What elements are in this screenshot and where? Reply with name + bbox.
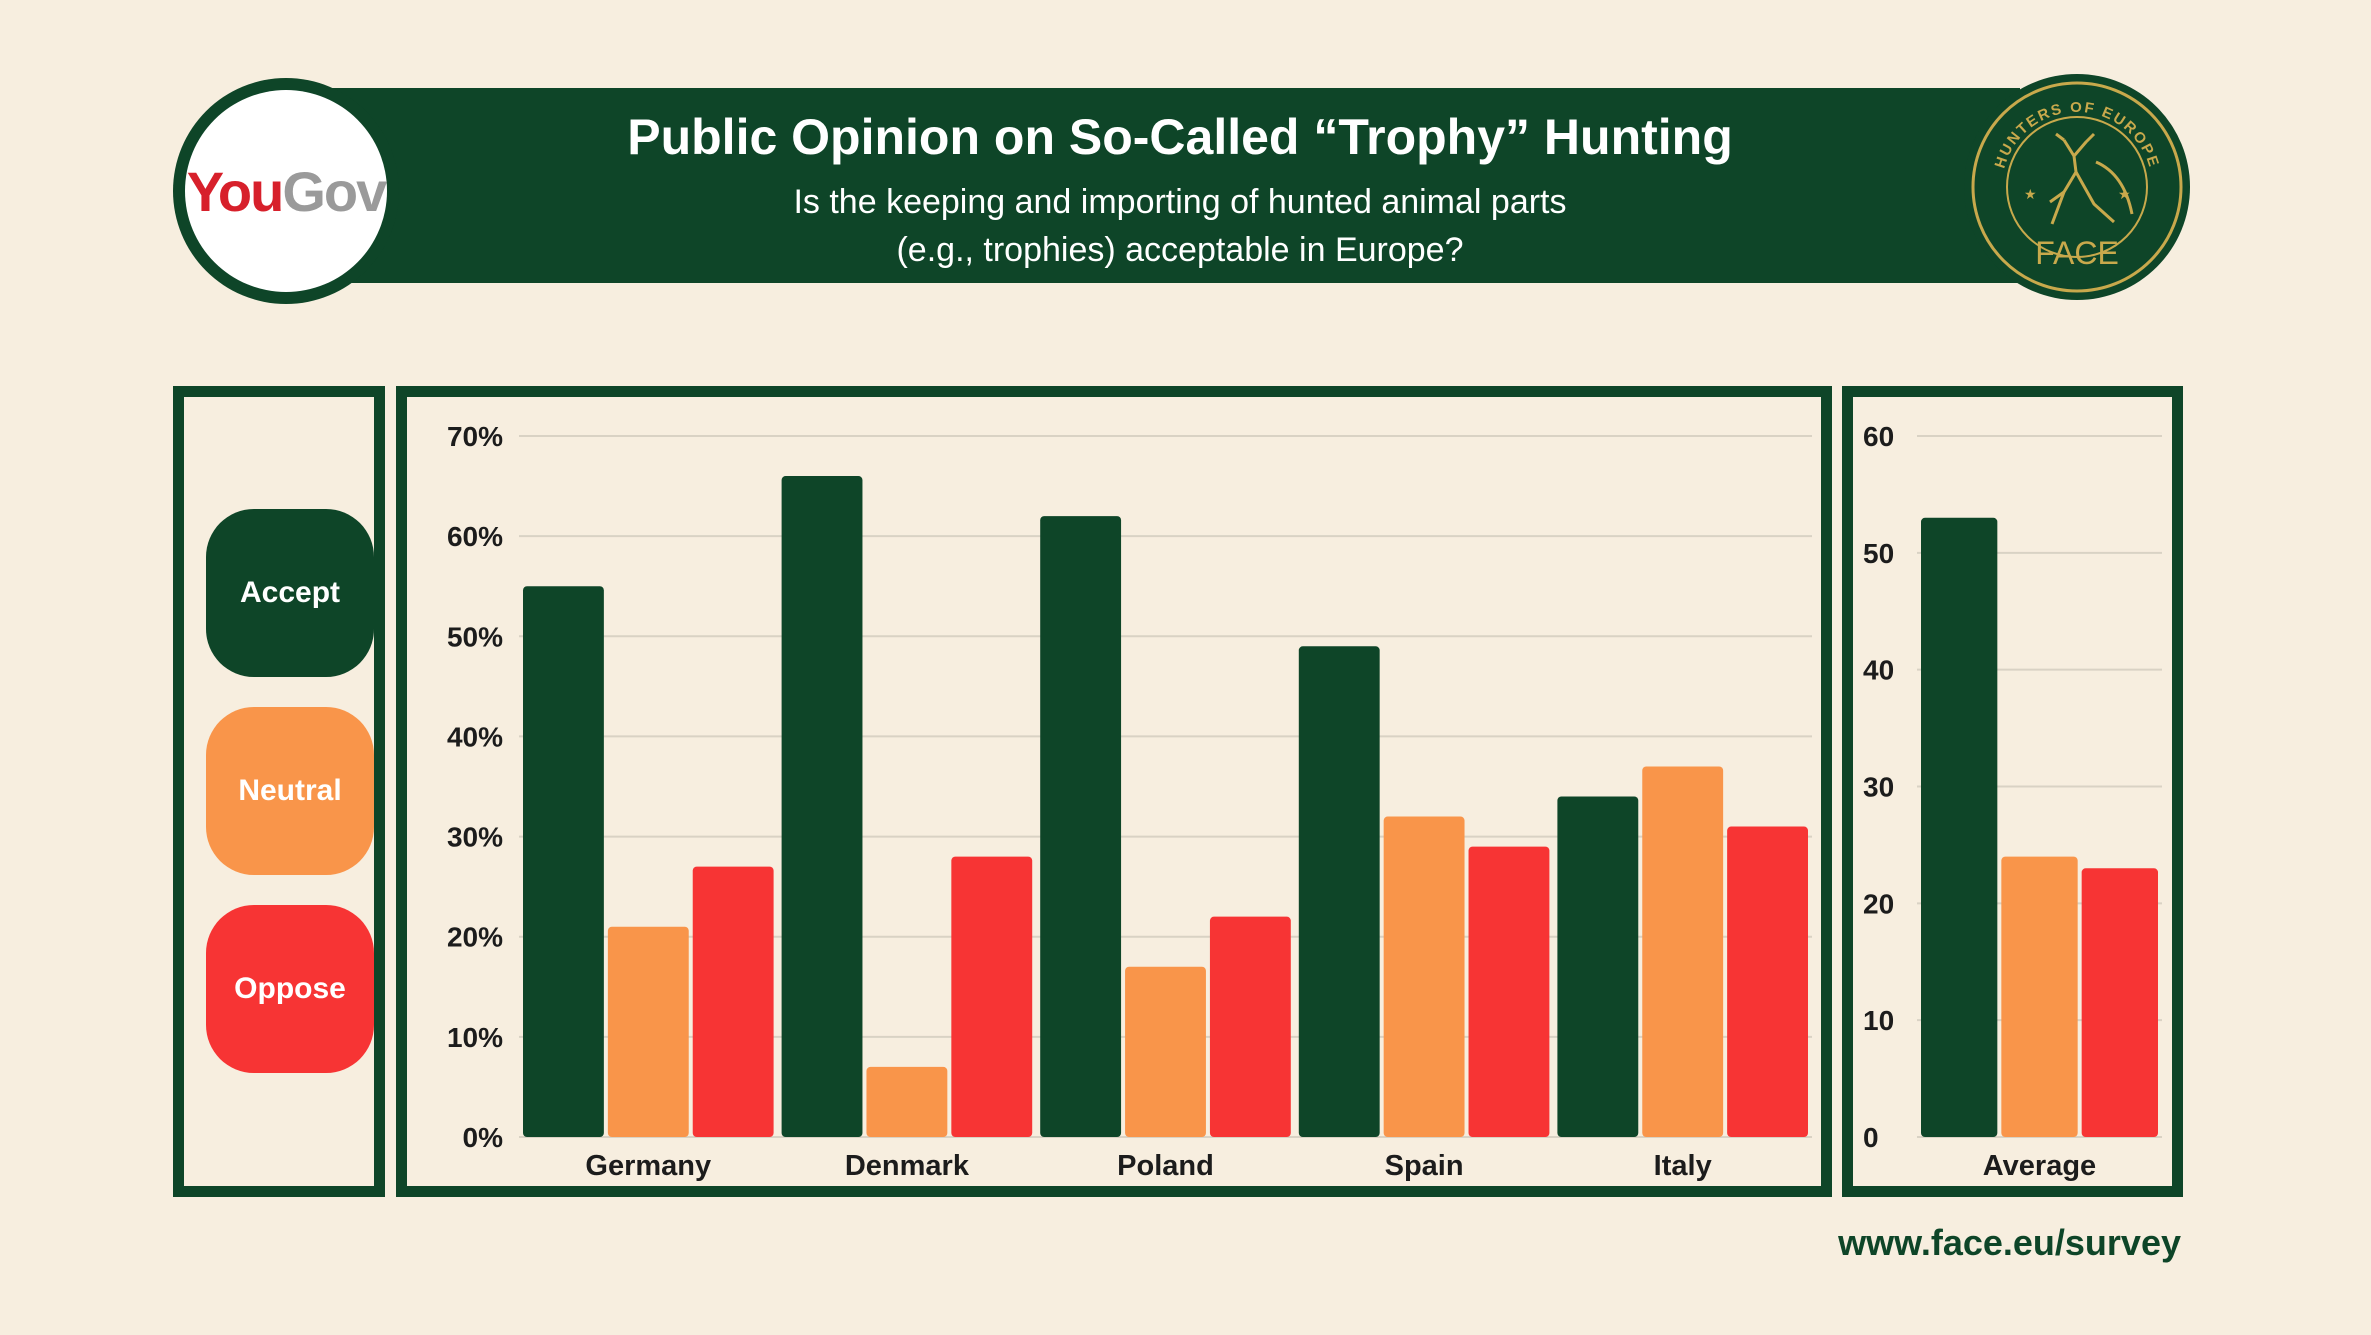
y-tick-label: 10	[1863, 1005, 1894, 1036]
y-tick-label: 0	[1863, 1122, 1879, 1153]
x-tick-label: Poland	[1117, 1150, 1214, 1182]
y-tick-label: 30	[1863, 772, 1894, 803]
x-tick-label: Spain	[1385, 1150, 1464, 1182]
bar-neutral-spain	[1383, 816, 1465, 1137]
y-tick-label: 10%	[447, 1022, 503, 1053]
bar-accept-poland	[1040, 516, 1122, 1137]
yougov-logo: You Gov	[173, 78, 399, 304]
country-chart-panel: 0% 10% 20% 30% 40% 50% 60% 70% Germany Denmark Pol…	[396, 386, 1832, 1197]
face-arc-text: HUNTERS OF EUROPE	[1992, 99, 2163, 170]
legend-panel: Accept Neutral Oppose	[173, 386, 385, 1197]
survey-link[interactable]: www.face.eu/survey	[1838, 1222, 2181, 1263]
bar-oppose-germany	[692, 866, 774, 1137]
y-tick-label: 50%	[447, 621, 503, 652]
y-tick-label: 50	[1863, 538, 1894, 569]
x-tick-label: Average	[1983, 1150, 2096, 1182]
bar-oppose-italy	[1727, 826, 1808, 1137]
star-icon: ★	[2024, 186, 2037, 202]
bar-neutral-average	[2001, 856, 2078, 1137]
bar-oppose-spain	[1468, 846, 1550, 1137]
y-tick-label: 20%	[447, 922, 503, 953]
legend-neutral: Neutral	[206, 707, 374, 875]
legend-accept: Accept	[206, 509, 374, 677]
bar-accept-average	[1921, 517, 1998, 1137]
subtitle-line-2: (e.g., trophies) acceptable in Europe?	[896, 231, 1464, 269]
page-subtitle: Is the keeping and importing of hunted a…	[600, 178, 1760, 274]
bar-oppose-poland	[1209, 916, 1291, 1137]
x-tick-label: Germany	[585, 1150, 711, 1182]
bar-oppose-average	[2081, 868, 2158, 1137]
bar-neutral-denmark	[866, 1066, 948, 1137]
star-icon: ★	[2118, 186, 2131, 202]
stag-hunter-icon	[2049, 132, 2134, 225]
y-tick-label: 30%	[447, 822, 503, 853]
average-bar-chart: 0 10 20 30 40 50 60 Average	[1863, 421, 2162, 1182]
face-logo: HUNTERS OF EUROPE ★ ★ FACE	[1964, 74, 2190, 300]
y-tick-label: 60%	[447, 521, 503, 552]
x-tick-label: Italy	[1654, 1150, 1712, 1182]
yougov-logo-gov: Gov	[282, 159, 387, 223]
bar-accept-spain	[1298, 646, 1380, 1137]
y-tick-label: 0%	[463, 1122, 504, 1153]
bar-accept-denmark	[781, 476, 863, 1137]
face-name: FACE	[2035, 235, 2119, 271]
bar-neutral-italy	[1642, 766, 1724, 1137]
bar-accept-italy	[1557, 796, 1639, 1137]
page-title: Public Opinion on So-Called “Trophy” Hun…	[627, 109, 1733, 165]
legend-oppose: Oppose	[206, 905, 374, 1073]
subtitle-line-1: Is the keeping and importing of hunted a…	[793, 183, 1567, 221]
yougov-logo-you: You	[186, 159, 285, 223]
x-tick-label: Denmark	[845, 1150, 970, 1182]
y-tick-label: 60	[1863, 421, 1894, 452]
face-logo-emblem: HUNTERS OF EUROPE ★ ★ FACE	[1971, 81, 2183, 293]
y-tick-label: 40%	[447, 721, 503, 752]
bar-neutral-poland	[1125, 966, 1206, 1137]
y-tick-label: 20	[1863, 888, 1894, 919]
bar-oppose-denmark	[951, 856, 1033, 1137]
bar-neutral-germany	[607, 926, 689, 1137]
y-tick-label: 70%	[447, 421, 503, 452]
bar-accept-germany	[523, 586, 604, 1137]
title-banner	[320, 88, 2020, 283]
y-tick-label: 40	[1863, 655, 1894, 686]
country-bar-chart: 0% 10% 20% 30% 40% 50% 60% 70% Germany Denmark Pol…	[447, 421, 1812, 1182]
average-chart-panel: 0 10 20 30 40 50 60 Average	[1842, 386, 2183, 1197]
